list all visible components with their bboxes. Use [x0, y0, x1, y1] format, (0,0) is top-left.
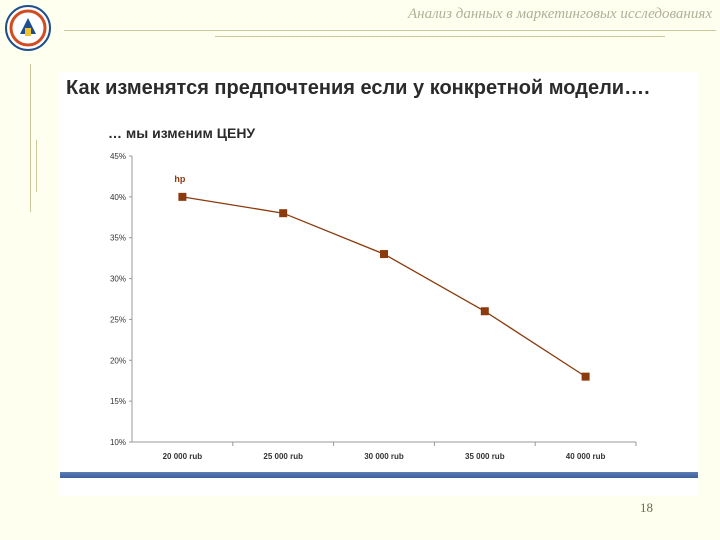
y-tick-label: 15% [110, 397, 126, 406]
x-tick-label: 25 000 rub [263, 452, 303, 461]
x-tick-label: 20 000 rub [163, 452, 203, 461]
y-tick-label: 20% [110, 356, 126, 365]
x-tick-label: 35 000 rub [465, 452, 505, 461]
y-tick-label: 25% [110, 315, 126, 324]
series-line-hp [182, 196, 586, 378]
university-logo [4, 4, 52, 52]
data-point-marker [279, 209, 288, 218]
data-point-marker [480, 307, 489, 316]
x-tick-label: 40 000 rub [566, 452, 606, 461]
data-point-marker [581, 372, 590, 381]
y-tick-label: 40% [110, 193, 126, 202]
x-tick-label: 30 000 rub [364, 452, 404, 461]
header-rule-top [64, 30, 716, 31]
slide-subtitle: … мы изменим ЦЕНУ [108, 125, 256, 141]
series-label: hp [174, 174, 185, 184]
slide-panel [60, 72, 698, 496]
side-rule-inner [36, 140, 37, 192]
page-number: 18 [640, 500, 653, 515]
price-preference-chart: 45% 40% 35% 30% 25% 20% 15% 10% 20 000 rub 25 000… [110, 152, 637, 461]
y-tick-label: 30% [110, 275, 126, 284]
side-rule-outer [30, 64, 31, 212]
y-tick-label: 45% [110, 152, 126, 161]
slide-title: Как изменятся предпочтения если у конкре… [66, 77, 650, 99]
header-rule-bottom [215, 36, 665, 37]
y-tick-label: 10% [110, 438, 126, 447]
panel-footer-bar [60, 472, 698, 478]
header-title: Анализ данных в маркетинговых исследован… [407, 6, 712, 22]
data-point-marker [178, 192, 187, 201]
data-point-marker [380, 250, 388, 259]
y-tick-label: 35% [110, 234, 126, 243]
